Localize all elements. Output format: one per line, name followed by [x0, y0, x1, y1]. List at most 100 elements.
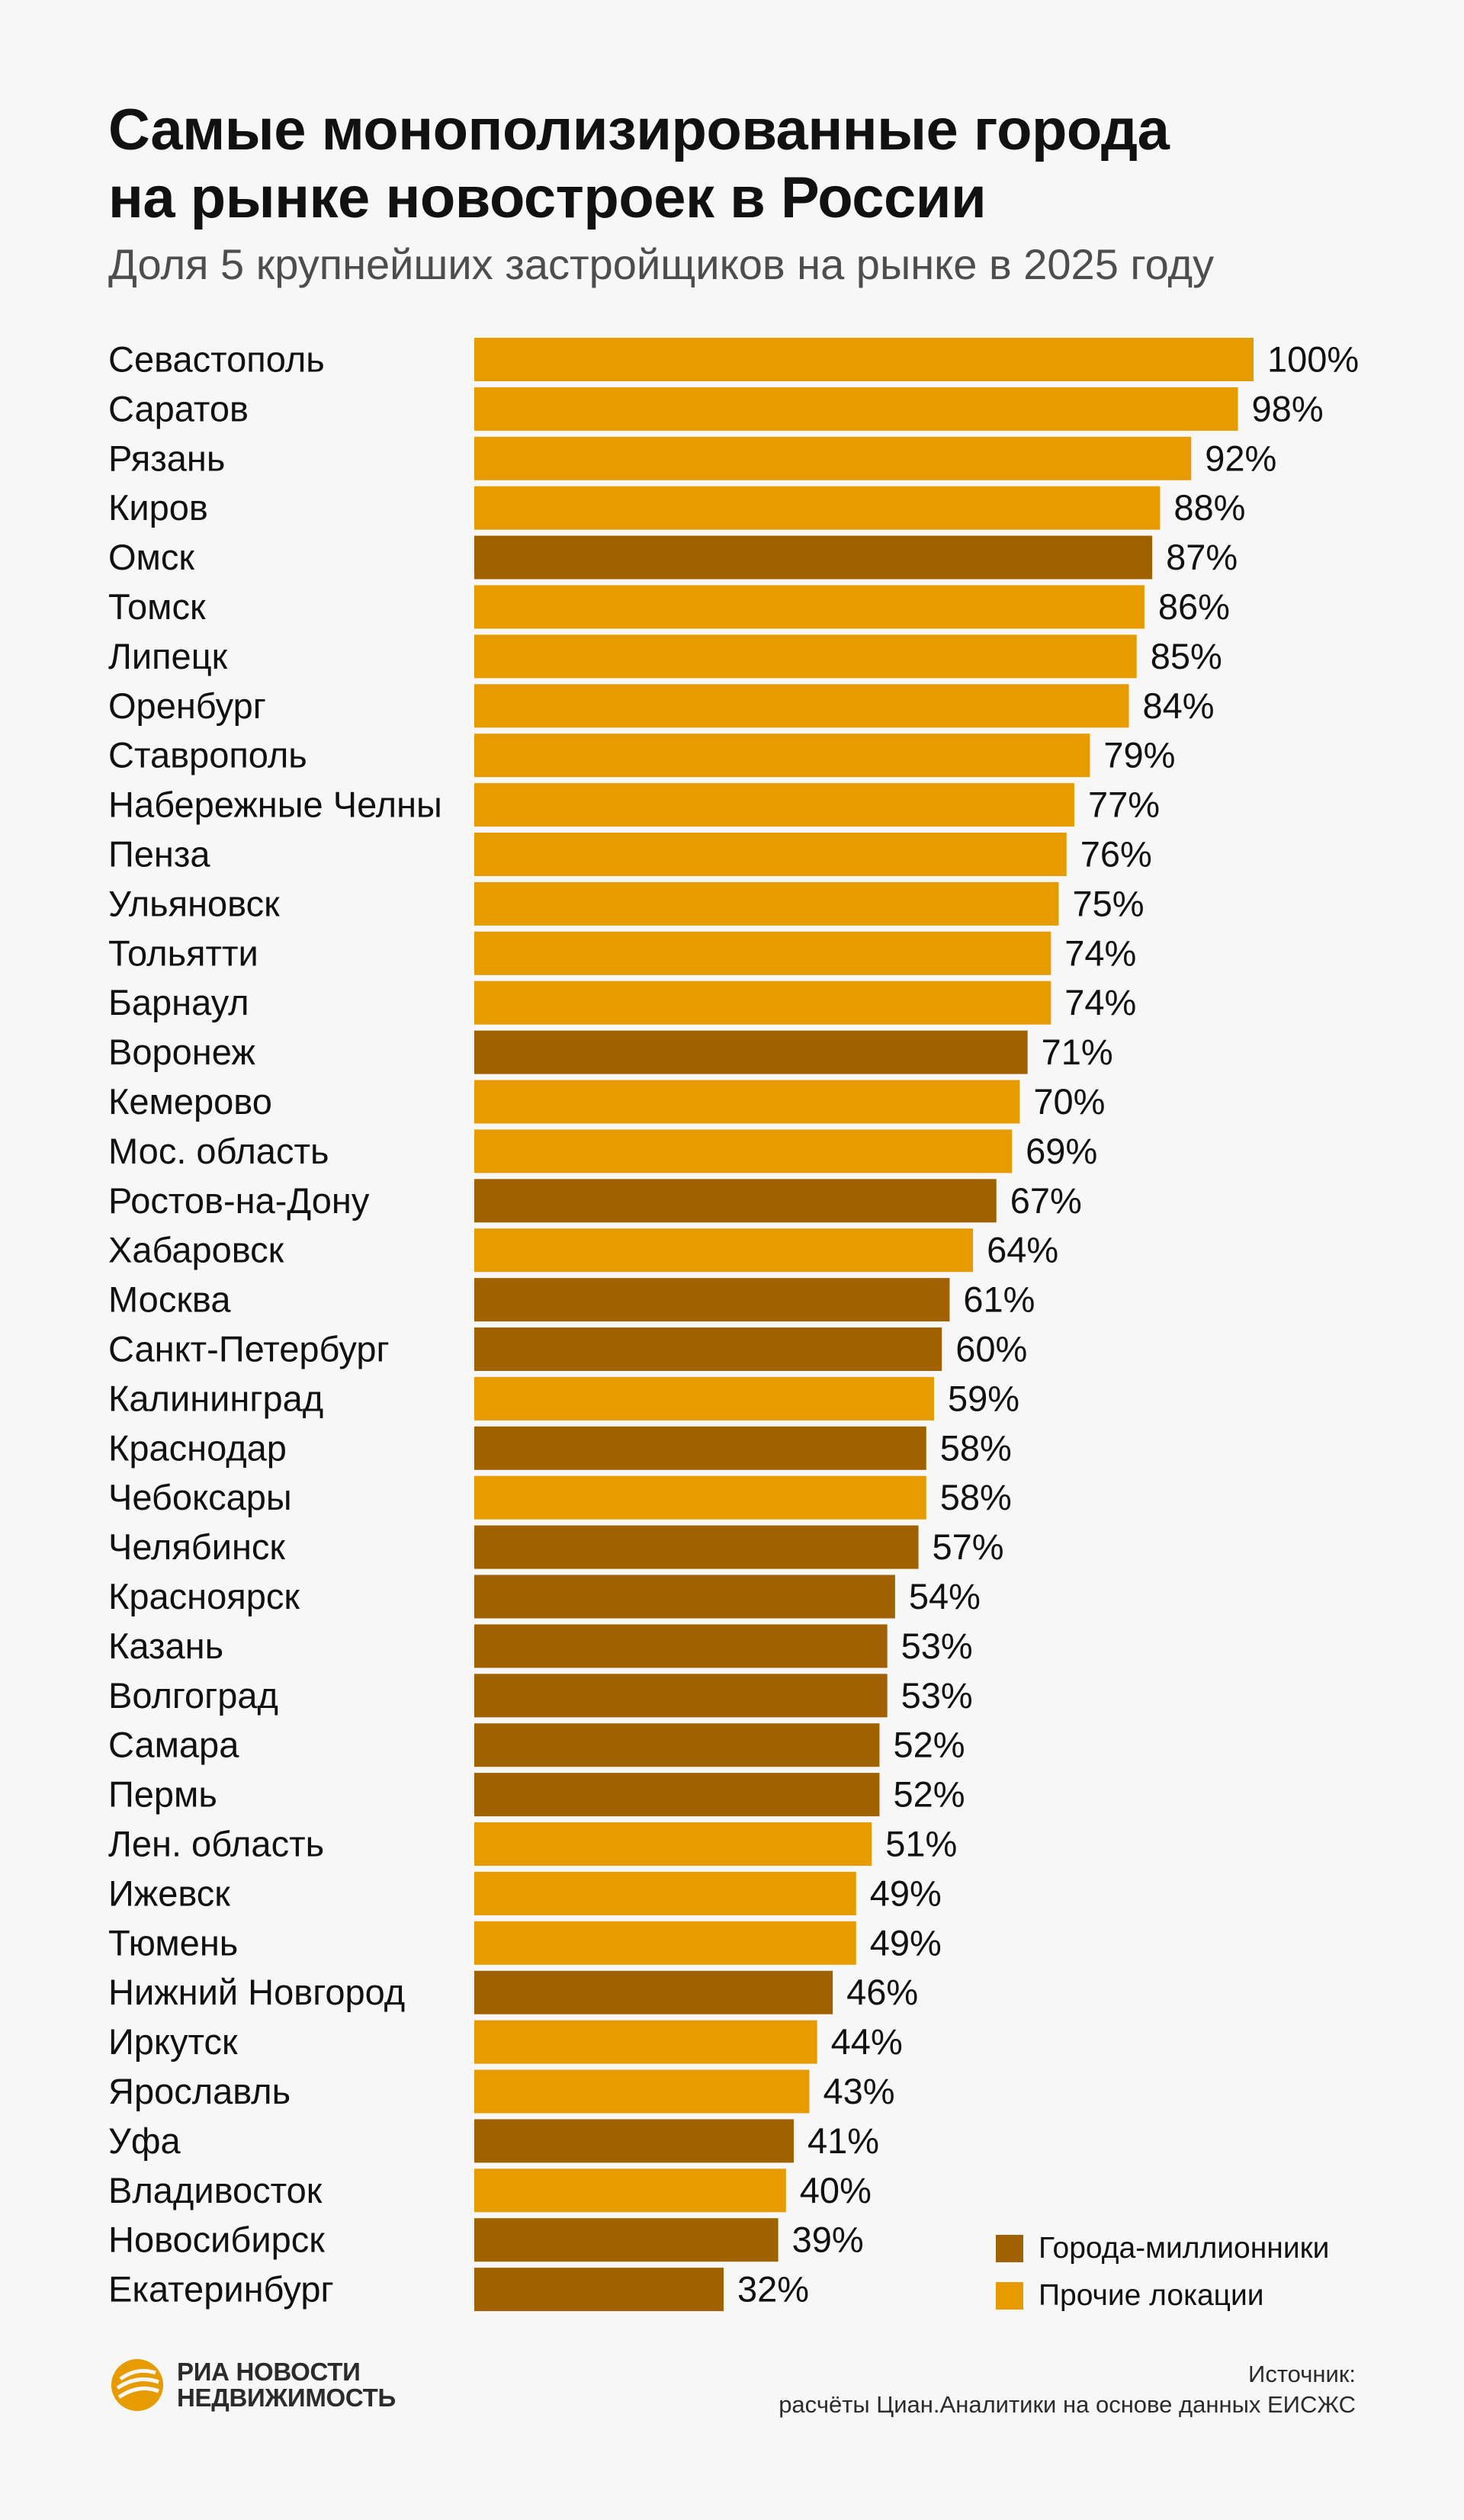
- category-label: Уфа: [108, 2120, 181, 2161]
- value-label: 71%: [1042, 1032, 1113, 1072]
- category-label: Ульяновск: [108, 883, 280, 923]
- category-label: Омск: [108, 537, 194, 577]
- bar: [474, 1624, 888, 1668]
- bar: [474, 684, 1129, 728]
- bar: [474, 2168, 786, 2213]
- ria-logo-text: РИА НОВОСТИ НЕДВИЖИМОСТЬ: [177, 2359, 396, 2411]
- value-label: 74%: [1064, 982, 1136, 1022]
- bar: [474, 2069, 810, 2114]
- value-label: 54%: [909, 1576, 981, 1616]
- category-label: Томск: [108, 586, 206, 627]
- bar: [474, 1822, 872, 1866]
- chart-title: Самые монополизированные города на рынке…: [108, 96, 1405, 232]
- bar: [474, 2268, 724, 2312]
- value-label: 87%: [1166, 537, 1238, 577]
- bar: [474, 931, 1051, 975]
- value-label: 32%: [737, 2269, 809, 2310]
- bar: [474, 1228, 974, 1273]
- legend-label-million: Города-миллионники: [1039, 2232, 1330, 2265]
- chart-subtitle: Доля 5 крупнейших застройщиков на рынке …: [108, 240, 1215, 288]
- value-label: 44%: [831, 2021, 903, 2062]
- value-label: 46%: [846, 1972, 918, 2012]
- legend-item-other: Прочие локации: [996, 2272, 1329, 2319]
- bar: [474, 585, 1145, 629]
- value-label: 53%: [901, 1675, 973, 1716]
- value-label: 52%: [893, 1725, 965, 1765]
- category-label: Ростов-на-Дону: [108, 1180, 370, 1221]
- category-label: Кемерово: [108, 1081, 272, 1122]
- bar: [474, 2218, 779, 2262]
- category-label: Москва: [108, 1279, 231, 1320]
- bar: [474, 734, 1090, 778]
- category-label: Казань: [108, 1626, 223, 1666]
- source-note: Источник: расчёты Циан.Аналитики на осно…: [517, 2359, 1356, 2420]
- bar-chart: Севастополь 100% Саратов 98% Рязань 92% Киров 8…: [108, 338, 1359, 2312]
- bar: [474, 1921, 856, 1965]
- category-label: Владивосток: [108, 2170, 323, 2210]
- value-label: 86%: [1158, 586, 1230, 627]
- category-label: Новосибирск: [108, 2220, 325, 2260]
- value-label: 100%: [1267, 339, 1359, 380]
- chart-title-line-2: на рынке новостроек в России: [108, 165, 987, 230]
- bar: [474, 338, 1254, 381]
- bar: [474, 535, 1153, 579]
- category-label: Калининград: [108, 1378, 323, 1418]
- bar: [474, 1129, 1013, 1173]
- category-label: Липецк: [108, 636, 228, 676]
- bar: [474, 1723, 880, 1767]
- category-label: Киров: [108, 487, 208, 528]
- bar: [474, 1674, 888, 1718]
- category-label: Рязань: [108, 438, 225, 478]
- legend-swatch-other: [996, 2282, 1023, 2310]
- bar: [474, 634, 1137, 679]
- category-label: Красноярск: [108, 1576, 300, 1616]
- value-label: 92%: [1205, 438, 1276, 478]
- bar: [474, 387, 1238, 431]
- category-label: Пермь: [108, 1774, 217, 1815]
- value-label: 40%: [800, 2170, 872, 2210]
- category-label: Пенза: [108, 834, 210, 875]
- value-label: 43%: [823, 2071, 894, 2111]
- category-label: Мос. область: [108, 1131, 329, 1171]
- category-label: Краснодар: [108, 1427, 287, 1468]
- bar: [474, 1773, 880, 1817]
- bar: [474, 1525, 919, 1569]
- value-label: 85%: [1151, 636, 1222, 676]
- value-label: 79%: [1103, 735, 1175, 775]
- category-label: Барнаул: [108, 982, 249, 1022]
- bar: [474, 1426, 926, 1470]
- bar: [474, 1327, 942, 1371]
- bar: [474, 2020, 817, 2064]
- value-label: 88%: [1173, 487, 1245, 528]
- value-label: 57%: [933, 1526, 1004, 1567]
- ria-logo-icon: [111, 2359, 163, 2411]
- chart-legend: Города-миллионники Прочие локации: [996, 2225, 1329, 2319]
- value-label: 76%: [1080, 834, 1152, 875]
- value-label: 58%: [940, 1477, 1012, 1517]
- legend-label-other: Прочие локации: [1039, 2279, 1264, 2312]
- value-label: 67%: [1010, 1180, 1082, 1221]
- value-label: 49%: [870, 1922, 942, 1963]
- bar: [474, 436, 1192, 480]
- bar: [474, 1871, 856, 1915]
- legend-swatch-million: [996, 2235, 1023, 2262]
- category-label: Ярославль: [108, 2071, 291, 2111]
- value-label: 59%: [948, 1378, 1019, 1418]
- value-label: 41%: [807, 2120, 879, 2161]
- category-label: Челябинск: [108, 1526, 285, 1567]
- logo-line-2: НЕДВИЖИМОСТЬ: [177, 2384, 396, 2412]
- logo-line-1: РИА НОВОСТИ: [177, 2358, 361, 2386]
- source-text: расчёты Циан.Аналитики на основе данных …: [779, 2391, 1356, 2418]
- value-label: 61%: [963, 1279, 1035, 1320]
- bar: [474, 881, 1059, 926]
- chart-title-line-1: Самые монополизированные города: [108, 98, 1170, 162]
- value-label: 69%: [1026, 1131, 1097, 1171]
- category-label: Тольятти: [108, 933, 258, 973]
- category-label: Набережные Челны: [108, 785, 442, 825]
- value-label: 53%: [901, 1626, 973, 1666]
- value-label: 51%: [885, 1824, 957, 1864]
- value-label: 58%: [940, 1427, 1012, 1468]
- value-label: 77%: [1088, 785, 1160, 825]
- value-label: 39%: [792, 2220, 864, 2260]
- category-label: Екатеринбург: [108, 2269, 334, 2310]
